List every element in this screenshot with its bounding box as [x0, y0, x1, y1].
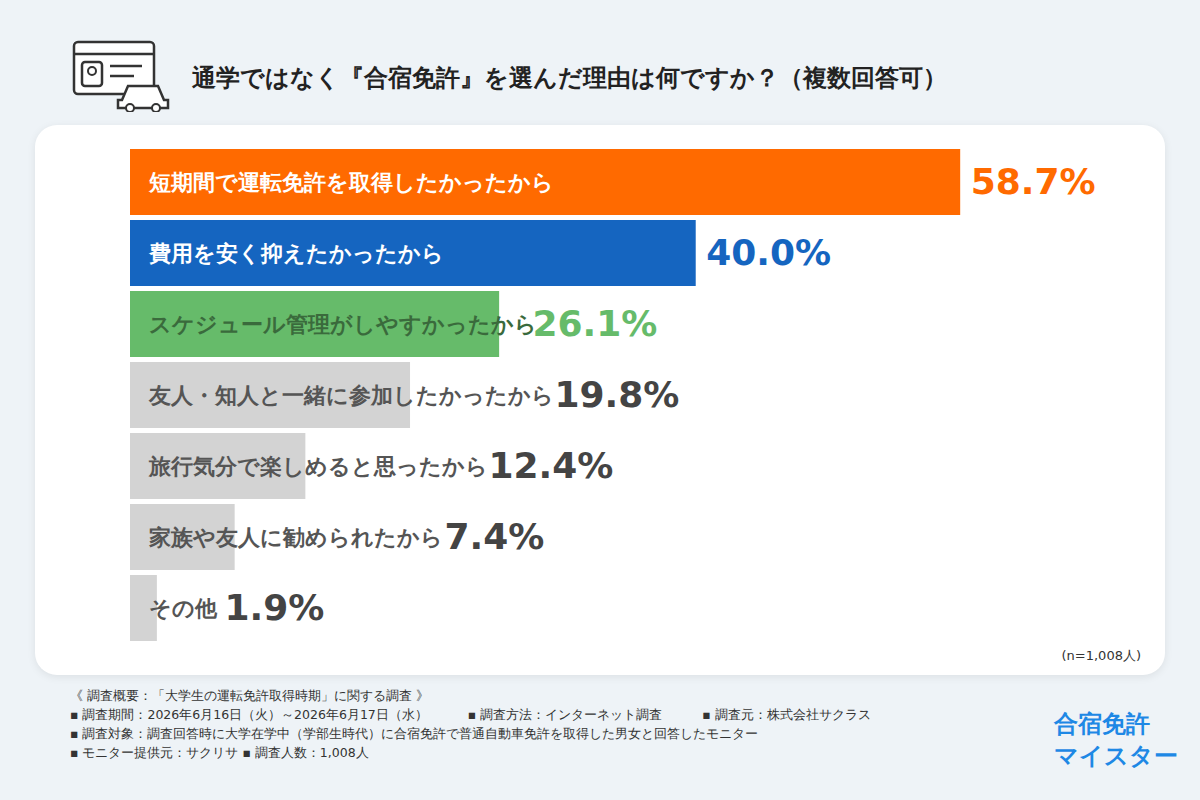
html-text:▪ 調査期間：2026年6月16日（火）～2026年6月17: ▪ 調査期間：2026年6月16日（火）～2026年6月17日（水） — [70, 707, 428, 722]
html-text:▪ 調査元：株式会社サクラス: ▪ 調査元：株式会社サクラス — [702, 707, 871, 722]
svg-text:旅行気分で楽しめると思ったから: 旅行気分で楽しめると思ったから — [148, 454, 488, 479]
svg-text:12.4%: 12.4% — [489, 445, 614, 486]
svg-text:友人・知人と一緒に参加したかったから: 友人・知人と一緒に参加したかったから — [148, 383, 554, 408]
svg-text:40.0%: 40.0% — [706, 232, 831, 273]
svg-text:7.4%: 7.4% — [445, 516, 545, 557]
svg-text:短期間で運転免許を取得したかったから: 短期間で運転免許を取得したかったから — [148, 170, 554, 195]
html-text:(n=1,008人): (n=1,008人) — [1061, 648, 1141, 663]
svg-text:26.1%: 26.1% — [533, 303, 658, 344]
svg-text:58.7%: 58.7% — [971, 161, 1096, 202]
svg-text:1.9%: 1.9% — [225, 587, 325, 628]
html-text:通学ではなく『合宿免許』を選んだ理由は何ですか？（複数回答可: 通学ではなく『合宿免許』を選んだ理由は何ですか？（複数回答可） — [192, 64, 947, 92]
html-text:マイスター: マイスター — [1054, 742, 1178, 770]
html-text:《 調査概要：「大学生の運転免許取得時期」に関する調査 》: 《 調査概要：「大学生の運転免許取得時期」に関する調査 》 — [70, 688, 429, 703]
html-text:▪ モニター提供元：サクリサ ▪ 調査人数：1,008人: ▪ モニター提供元：サクリサ ▪ 調査人数：1,008人 — [70, 745, 369, 760]
svg-text:家族や友人に勧められたから: 家族や友人に勧められたから — [148, 525, 443, 550]
svg-text:費用を安く抑えたかったから: 費用を安く抑えたかったから — [148, 241, 444, 266]
svg-text:その他: その他 — [149, 596, 218, 621]
html-text:合宿免許: 合宿免許 — [1054, 710, 1150, 738]
svg-text:スケジュール管理がしやすかったから: スケジュール管理がしやすかったから — [149, 312, 537, 337]
svg-text:19.8%: 19.8% — [555, 374, 680, 415]
html-text:▪ 調査対象：調査回答時に大学在学中（学部生時代）に合宿免許: ▪ 調査対象：調査回答時に大学在学中（学部生時代）に合宿免許で普通自動車免許を取… — [70, 726, 759, 741]
html-text:▪ 調査方法：インターネット調査: ▪ 調査方法：インターネット調査 — [467, 707, 663, 722]
